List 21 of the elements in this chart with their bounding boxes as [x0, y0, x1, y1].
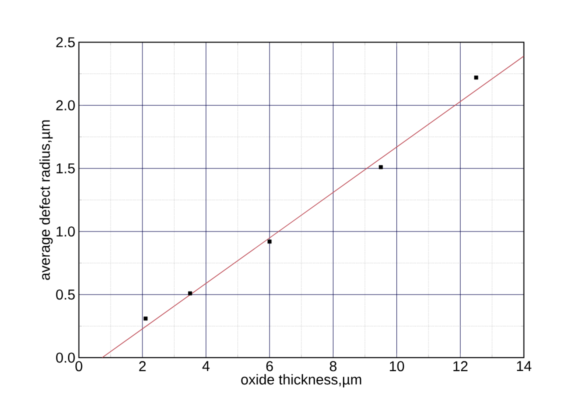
x-tick-label: 10 — [390, 361, 404, 372]
y-axis-title: average defect radius,µm — [39, 120, 53, 280]
x-tick-label: 2 — [139, 361, 146, 372]
x-tick-label: 14 — [517, 361, 532, 371]
y-tick-label: 0.0 — [56, 352, 75, 363]
x-tick-label: 0 — [75, 361, 82, 372]
y-tick-label: 2.0 — [56, 100, 75, 110]
point — [378, 165, 383, 170]
x-tick-label: 8 — [330, 361, 336, 372]
point — [474, 76, 478, 80]
point — [268, 240, 272, 244]
point — [144, 316, 148, 320]
x-tick-label: 4 — [202, 361, 210, 371]
y-tick-label: 2.5 — [56, 37, 75, 48]
y-tick-label: 1.5 — [56, 163, 75, 174]
y-tick-label: 0.5 — [56, 289, 75, 300]
x-tick-label: 12 — [453, 361, 468, 372]
x-axis-title: oxide thickness,µm — [241, 374, 362, 388]
y-tick-label: 1.0 — [56, 226, 75, 236]
point — [188, 291, 192, 296]
x-tick-label: 6 — [266, 361, 273, 372]
